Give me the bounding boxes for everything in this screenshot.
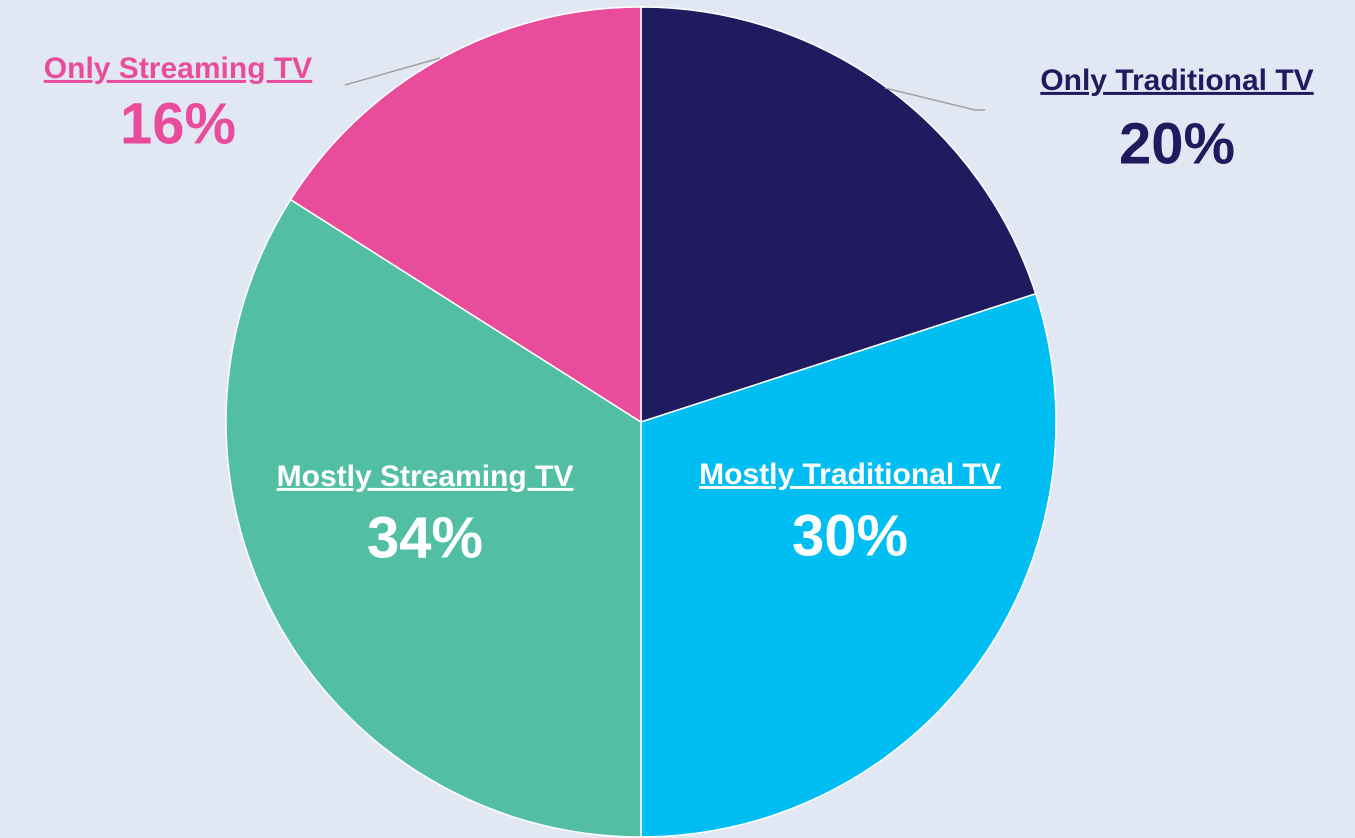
value-label: 30% (792, 503, 908, 568)
pie-slice (640, 6, 1037, 424)
value-label: 34% (367, 505, 483, 570)
slice-label: Only Streaming TV (44, 52, 312, 85)
pie-slice (289, 6, 642, 424)
value-label: 20% (1119, 111, 1235, 176)
leader-line (884, 87, 985, 111)
value-label: 16% (120, 91, 236, 156)
slice-label: Only Traditional TV (1040, 64, 1313, 97)
pie-slice (640, 292, 1057, 838)
pie-slice (225, 198, 642, 838)
leader-line (344, 57, 441, 86)
slice-label: Mostly Streaming TV (277, 460, 574, 493)
slice-label: Mostly Traditional TV (699, 458, 1001, 491)
